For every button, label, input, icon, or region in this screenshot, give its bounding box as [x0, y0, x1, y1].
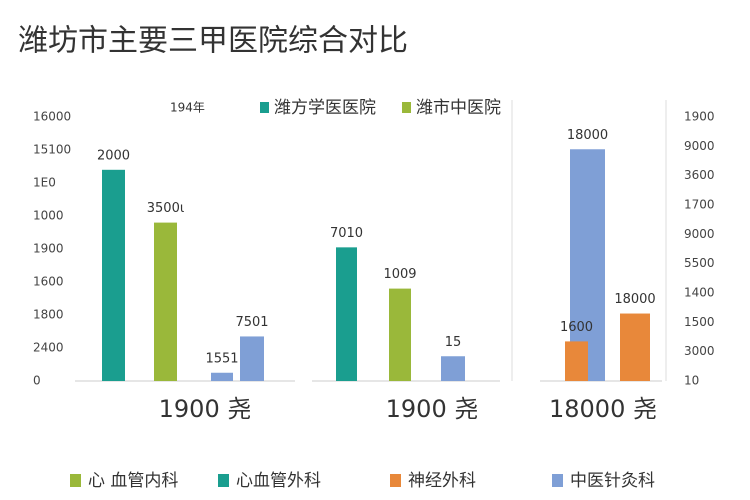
- legend-swatch: [260, 102, 269, 113]
- y2-tick-label: 10: [684, 374, 699, 388]
- y-tick-label: 1900: [33, 242, 64, 256]
- y-tick-label: 0: [33, 374, 41, 388]
- y-tick-label: 1600: [33, 275, 64, 289]
- value-label: 7010: [330, 226, 363, 241]
- value-label: 3500ι: [147, 201, 184, 216]
- y2-tick-label: 9000: [684, 139, 715, 153]
- y-tick-label: 16000: [33, 110, 71, 124]
- legend-label: 中医针灸科: [570, 471, 655, 491]
- legend-swatch: [552, 474, 563, 487]
- x-tick-label: 1900 尧: [159, 395, 252, 423]
- legend-label: 神经外科: [408, 471, 476, 491]
- value-label: 2000: [97, 148, 130, 163]
- bar: [102, 169, 125, 381]
- x-tick-label: 18000 尧: [549, 395, 657, 423]
- y2-tick-label: 1700: [684, 198, 715, 212]
- y2-tick-label: 1400: [684, 286, 715, 300]
- y-tick-label: 1E0: [33, 176, 56, 190]
- x-tick-label: 1900 尧: [386, 395, 479, 423]
- y2-tick-label: 5500: [684, 256, 715, 270]
- legend-swatch: [402, 102, 411, 113]
- value-label: 18000: [614, 292, 655, 307]
- y2-tick-label: 1500: [684, 315, 715, 329]
- y2-tick-label: 1900: [684, 110, 715, 124]
- y2-tick-label: 3600: [684, 168, 715, 182]
- legend-note: 194年: [170, 101, 205, 115]
- y-tick-label: 1800: [33, 308, 64, 322]
- bar: [565, 341, 588, 381]
- y2-tick-label: 9000: [684, 227, 715, 241]
- y2-tick-label: 3000: [684, 344, 715, 358]
- value-label: 1009: [383, 267, 416, 282]
- legend-label: 潍市中医院: [416, 98, 501, 118]
- bar: [389, 288, 411, 381]
- legend-swatch: [70, 474, 81, 487]
- value-label: 1551: [205, 351, 238, 366]
- y-tick-label: 1000: [33, 209, 64, 223]
- value-label: 15: [445, 335, 462, 350]
- y-tick-label: 2400: [33, 341, 64, 355]
- value-label: 18000: [567, 128, 608, 143]
- value-label: 7501: [235, 315, 268, 330]
- bar: [211, 372, 233, 381]
- chart-title: 潍坊市主要三甲医院综合对比: [18, 24, 408, 59]
- legend-label: 心 血管内科: [88, 471, 178, 491]
- legend-label: 潍方学医医院: [274, 98, 376, 118]
- value-label: 1600: [560, 320, 593, 335]
- bar: [336, 247, 357, 381]
- legend-label: 心血管外科: [236, 471, 321, 491]
- bar: [154, 222, 177, 381]
- bar: [441, 356, 465, 381]
- y-tick-label: 15100: [33, 143, 71, 157]
- legend-swatch: [218, 474, 229, 487]
- bar: [620, 313, 650, 381]
- legend-swatch: [390, 474, 401, 487]
- bar: [240, 336, 264, 381]
